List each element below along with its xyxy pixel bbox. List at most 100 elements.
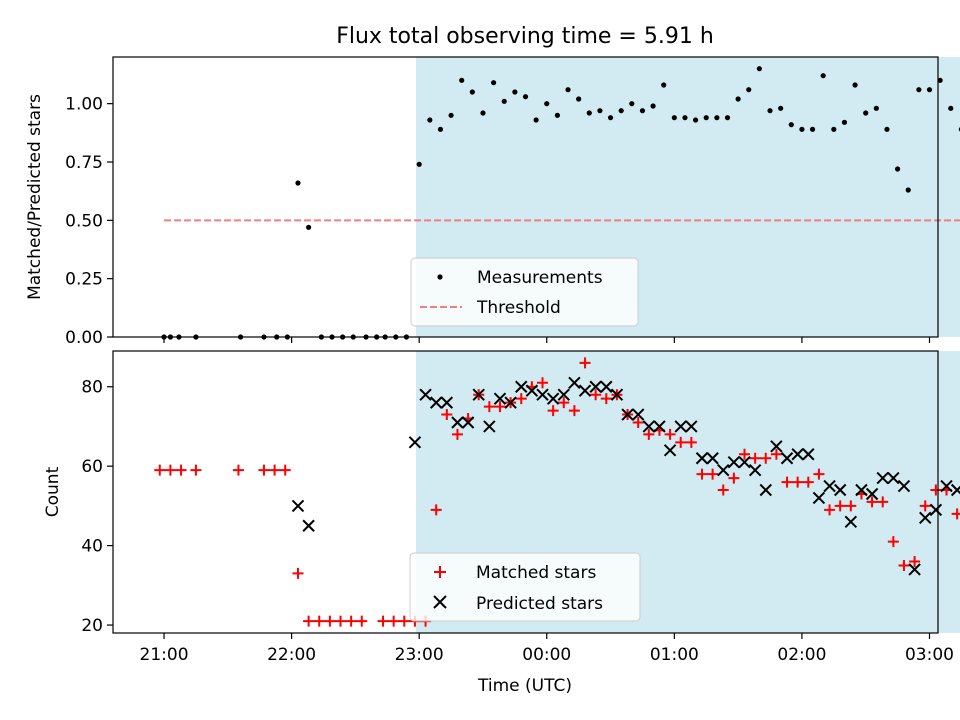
measurement-point [661,82,667,88]
measurement-point [852,82,858,88]
predicted-star-point [536,388,549,401]
matched-star-point [930,484,942,496]
measurement-point [629,101,635,107]
predicted-star-point [940,479,953,493]
x-tick-label: 02:00 [777,645,826,665]
predicted-star-point [844,515,858,528]
predicted-stars-points [291,376,960,576]
predicted-star-point [908,563,921,576]
measurement-point [459,77,465,83]
x-tick-label: 21:00 [140,645,189,665]
bottom-panel: 20 40 60 80 21:00 22:00 23:00 00:00 01:00 02:00 0… [43,350,960,696]
legend-measurements-marker [437,274,443,280]
measurement-point [522,94,529,100]
matched-star-point [164,464,176,476]
matched-star-point [728,472,740,484]
x-tick-label: 00:00 [522,645,571,665]
predicted-star-point [759,483,772,497]
matched-star-point [600,393,612,405]
predicted-star-point [717,463,730,477]
predicted-star-point [929,503,943,517]
matched-star-point [792,476,804,488]
measurement-point [607,115,614,121]
predicted-star-point [780,452,794,465]
matched-star-point [877,496,889,508]
measurement-point [693,117,699,123]
measurement-point [597,108,603,114]
predicted-star-point [833,483,847,497]
measurement-point [437,126,444,132]
legend-matched-marker [434,566,446,578]
measurement-point [576,96,582,102]
bottom-y-axis-label: Count [43,466,63,517]
predicted-star-point [472,388,485,401]
predicted-star-point [653,420,666,433]
matched-star-point [515,393,527,405]
matched-star-point [707,468,719,480]
matched-star-point [643,428,655,440]
matched-star-point [388,615,400,627]
predicted-star-point [504,396,517,409]
matched-star-point [802,476,814,488]
matched-star-point [717,484,729,496]
y-tick-label: 60 [81,457,103,477]
matched-star-point [313,615,325,627]
legend-matched-label: Matched stars [476,563,596,583]
measurement-point [501,98,507,104]
bottom-x-axis-ticks: 21:0022:0023:0000:0001:0002:0003:0004:00… [140,633,954,665]
matched-star-point [345,615,357,627]
matched-star-point [258,464,270,476]
y-tick-label: 40 [81,537,103,557]
matched-star-point [335,615,347,627]
matched-star-point [441,409,453,421]
measurement-point [778,105,784,111]
predicted-star-point [876,471,889,485]
measurement-point [714,115,720,121]
matched-star-point [356,615,368,627]
matched-star-point [813,468,825,480]
predicted-star-point [642,420,656,433]
predicted-star-point [600,380,613,393]
predicted-star-point [610,388,624,401]
top-legend-box [410,257,639,327]
bottom-legend: Matched stars Predicted stars [409,552,641,622]
x-tick-label: 03:00 [905,645,954,665]
matched-star-point [845,500,857,512]
bottom-y-axis-ticks: 20 40 60 80 [81,378,113,636]
matched-star-point [568,405,580,417]
predicted-star-point [950,483,960,497]
predicted-star-point [685,420,698,433]
matched-star-point [398,615,410,627]
bottom-axes-frame [112,350,939,634]
measurement-point [905,187,911,193]
measurement-point [306,224,312,230]
matched-star-point [824,504,836,516]
predicted-star-point [887,471,900,485]
matched-star-point [175,464,187,476]
predicted-star-point [855,483,868,497]
predicted-star-point [419,388,432,401]
matched-star-point [632,416,644,428]
matched-star-point [558,397,570,409]
matched-star-point [269,464,281,476]
measurement-points [161,66,960,340]
chart-title: Flux total observing time = 5.91 h [336,24,714,49]
predicted-star-point [451,416,464,429]
predicted-star-point [557,388,570,401]
measurement-point [416,161,422,167]
matched-star-point [494,401,506,413]
measurement-point [682,115,688,121]
matched-star-point [696,468,708,480]
measurement-point [491,80,497,86]
measurement-point [916,87,922,93]
predicted-star-point [706,452,719,465]
matched-star-point [537,377,549,389]
matched-star-point [770,448,782,460]
predicted-star-point [748,463,762,477]
matched-star-point [760,452,772,464]
measurement-point [926,87,933,93]
predicted-star-point [568,376,581,389]
legend-threshold-label: Threshold [476,298,561,318]
y-tick-label: 0.25 [65,270,103,290]
y-tick-label: 0.00 [65,328,103,348]
